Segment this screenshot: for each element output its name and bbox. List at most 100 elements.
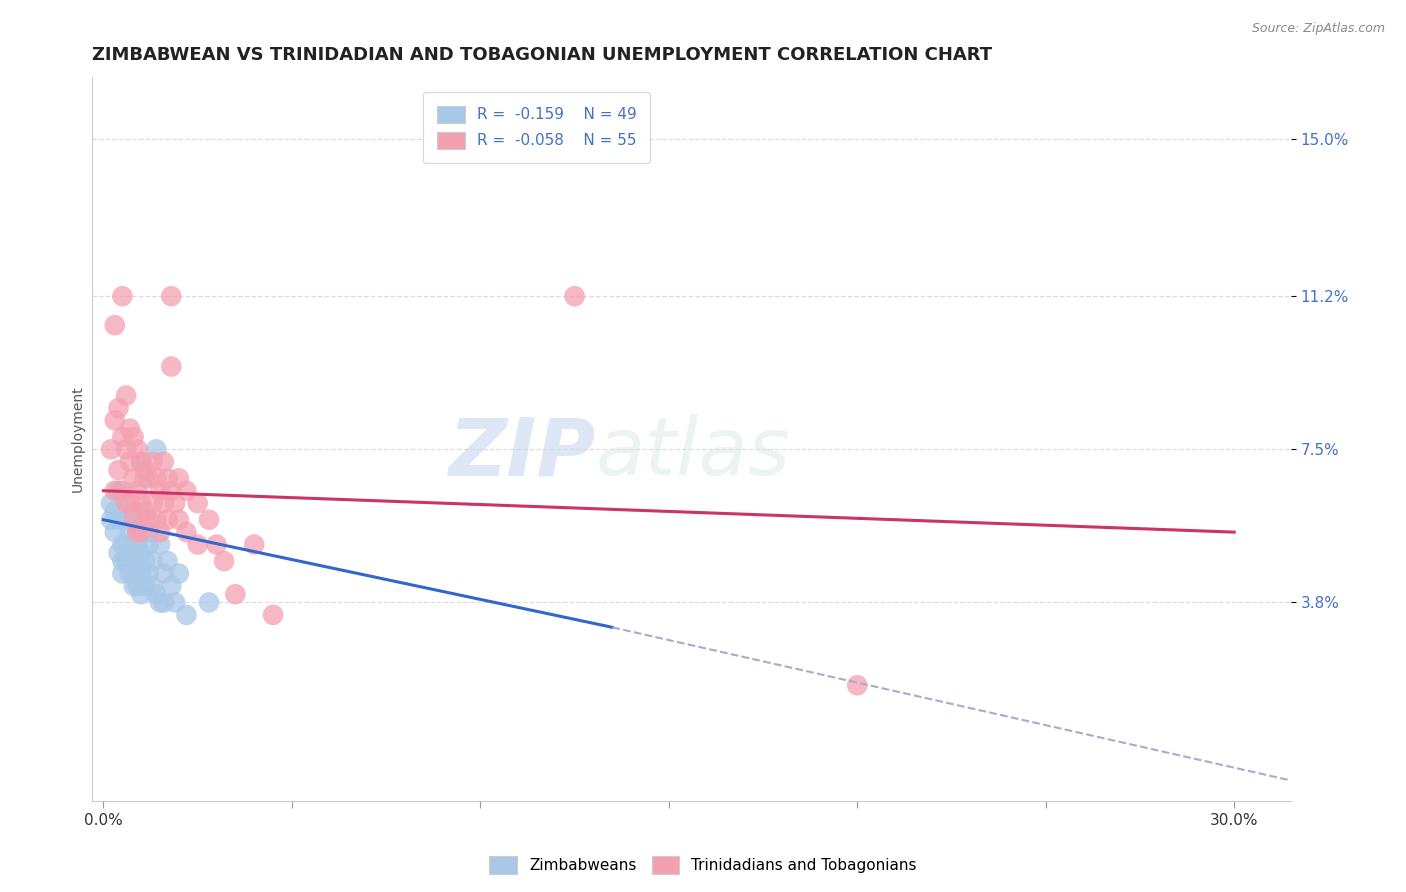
Point	[134, 554, 156, 568]
Point	[138, 513, 160, 527]
Point	[198, 513, 221, 527]
Point	[198, 595, 221, 609]
Point	[129, 525, 152, 540]
Legend: Zimbabweans, Trinidadians and Tobagonians: Zimbabweans, Trinidadians and Tobagonian…	[484, 850, 922, 880]
Point	[129, 455, 152, 469]
Point	[122, 579, 145, 593]
Point	[127, 442, 149, 457]
Point	[160, 483, 183, 498]
Point	[127, 525, 149, 540]
Point	[167, 513, 190, 527]
Point	[129, 455, 152, 469]
Point	[187, 496, 209, 510]
Point	[134, 471, 156, 485]
Point	[118, 566, 141, 581]
Point	[107, 401, 129, 415]
Point	[122, 504, 145, 518]
Point	[141, 496, 163, 510]
Point	[115, 442, 138, 457]
Point	[115, 554, 138, 568]
Point	[127, 525, 149, 540]
Point	[104, 483, 127, 498]
Point	[127, 483, 149, 498]
Point	[167, 471, 190, 485]
Point	[104, 318, 127, 333]
Point	[115, 496, 138, 510]
Point	[149, 525, 172, 540]
Point	[167, 566, 190, 581]
Point	[145, 442, 167, 457]
Legend: R =  -0.159    N = 49, R =  -0.058    N = 55: R = -0.159 N = 49, R = -0.058 N = 55	[423, 92, 651, 163]
Point	[111, 554, 134, 568]
Text: Source: ZipAtlas.com: Source: ZipAtlas.com	[1251, 22, 1385, 36]
Point	[118, 455, 141, 469]
Point	[149, 537, 172, 551]
Point	[107, 546, 129, 560]
Point	[129, 566, 152, 581]
Text: ZIMBABWEAN VS TRINIDADIAN AND TOBAGONIAN UNEMPLOYMENT CORRELATION CHART: ZIMBABWEAN VS TRINIDADIAN AND TOBAGONIAN…	[93, 46, 993, 64]
Point	[156, 513, 179, 527]
Point	[134, 513, 156, 527]
Point	[145, 587, 167, 601]
Point	[122, 513, 145, 527]
Point	[111, 566, 134, 581]
Point	[111, 430, 134, 444]
Point	[156, 554, 179, 568]
Point	[115, 388, 138, 402]
Point	[205, 537, 228, 551]
Y-axis label: Unemployment: Unemployment	[72, 385, 86, 492]
Point	[100, 442, 122, 457]
Point	[564, 289, 586, 303]
Point	[122, 430, 145, 444]
Point	[138, 566, 160, 581]
Point	[129, 587, 152, 601]
Point	[165, 496, 187, 510]
Point	[122, 471, 145, 485]
Point	[262, 607, 284, 622]
Point	[160, 359, 183, 374]
Point	[141, 579, 163, 593]
Point	[149, 595, 172, 609]
Point	[176, 525, 198, 540]
Point	[107, 483, 129, 498]
Point	[138, 537, 160, 551]
Point	[152, 595, 174, 609]
Point	[127, 537, 149, 551]
Point	[224, 587, 246, 601]
Text: ZIP: ZIP	[449, 415, 596, 492]
Point	[115, 537, 138, 551]
Point	[129, 546, 152, 560]
Point	[134, 504, 156, 518]
Point	[176, 607, 198, 622]
Point	[111, 483, 134, 498]
Point	[104, 525, 127, 540]
Point	[138, 525, 160, 540]
Point	[107, 463, 129, 477]
Point	[141, 554, 163, 568]
Point	[134, 579, 156, 593]
Point	[107, 513, 129, 527]
Point	[127, 579, 149, 593]
Point	[111, 289, 134, 303]
Point	[145, 471, 167, 485]
Point	[118, 525, 141, 540]
Point	[111, 537, 134, 551]
Point	[100, 496, 122, 510]
Point	[846, 678, 869, 692]
Point	[118, 546, 141, 560]
Point	[243, 537, 266, 551]
Point	[152, 566, 174, 581]
Point	[138, 471, 160, 485]
Point	[160, 579, 183, 593]
Point	[160, 289, 183, 303]
Point	[129, 496, 152, 510]
Point	[187, 537, 209, 551]
Point	[152, 455, 174, 469]
Point	[100, 513, 122, 527]
Point	[176, 483, 198, 498]
Point	[141, 455, 163, 469]
Point	[115, 513, 138, 527]
Point	[127, 554, 149, 568]
Point	[134, 463, 156, 477]
Point	[165, 595, 187, 609]
